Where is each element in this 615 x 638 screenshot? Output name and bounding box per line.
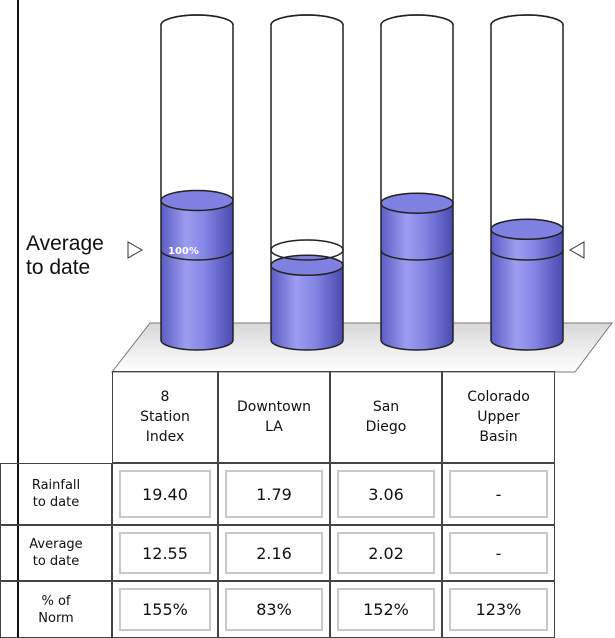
table-value: 3.06 — [330, 463, 442, 525]
table-value: 19.40 — [112, 463, 218, 525]
value-box: 123% — [449, 588, 548, 631]
row-header: Average to date — [0, 525, 112, 581]
value-box: 152% — [337, 588, 435, 631]
tube-outline — [490, 14, 564, 351]
column-header: Downtown LA — [218, 371, 330, 463]
tube-back — [490, 14, 564, 26]
value-box: - — [449, 470, 548, 518]
table-value: 12.55 — [112, 525, 218, 581]
liquid-top — [160, 189, 234, 212]
tube-back — [160, 14, 234, 26]
value-box: 2.02 — [337, 532, 435, 574]
reference-label: 100% — [168, 246, 199, 257]
percent-label: 83% — [218, 581, 330, 638]
reference-marker — [127, 241, 144, 259]
table-value: - — [442, 525, 555, 581]
value-box: 19.40 — [119, 470, 211, 518]
value-box: 3.06 — [337, 470, 435, 518]
percent-label: 152% — [330, 581, 442, 638]
platform — [110, 322, 614, 373]
value-box: 83% — [225, 588, 323, 631]
percent-label: 155% — [112, 581, 218, 638]
reference-marker — [568, 241, 585, 259]
reference-ring — [160, 249, 234, 261]
liquid-top — [270, 254, 344, 277]
liquid-top — [380, 192, 454, 214]
table-value: 1.79 — [218, 463, 330, 525]
liquid-top — [490, 218, 564, 241]
value-box: 155% — [119, 588, 211, 631]
column-header: 8 Station Index — [112, 371, 218, 463]
reference-text: Average to date — [26, 232, 104, 279]
liquid — [270, 264, 344, 351]
liquid — [380, 202, 454, 351]
tube-outline — [380, 14, 454, 351]
liquid — [160, 200, 234, 351]
tube-back — [270, 14, 344, 26]
column-header: Colorado Upper Basin — [442, 371, 555, 463]
table-value: 2.02 — [330, 525, 442, 581]
table-value: 2.16 — [218, 525, 330, 581]
value-box: 12.55 — [119, 532, 211, 574]
reference-ring — [380, 249, 454, 261]
percent-label: 123% — [442, 581, 555, 638]
table-value: - — [442, 463, 555, 525]
reference-ring — [490, 249, 564, 261]
tube-outline — [160, 14, 234, 351]
liquid — [490, 228, 564, 351]
tube-back — [380, 14, 454, 26]
value-box: 1.79 — [225, 470, 323, 518]
tube-outline — [270, 14, 344, 351]
value-box: - — [449, 532, 548, 574]
column-header: San Diego — [330, 371, 442, 463]
value-box: 2.16 — [225, 532, 323, 574]
row-header: Rainfall to date — [0, 463, 112, 525]
row-header: % of Norm — [0, 581, 112, 638]
